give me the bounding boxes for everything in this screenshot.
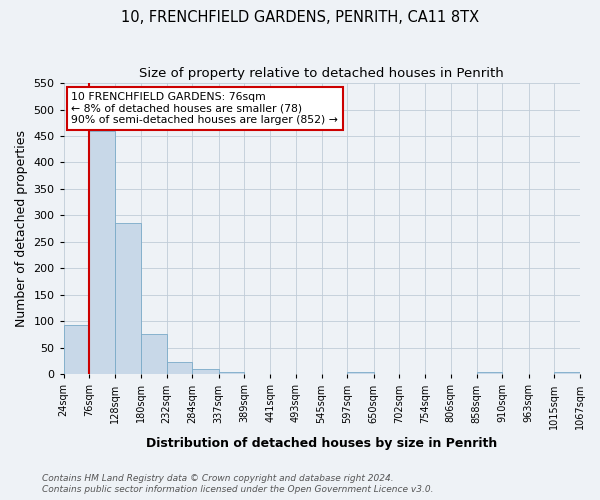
Bar <box>115 224 141 374</box>
Bar <box>193 370 218 374</box>
Bar <box>476 372 502 374</box>
Text: Contains HM Land Registry data © Crown copyright and database right 2024.
Contai: Contains HM Land Registry data © Crown c… <box>42 474 433 494</box>
Bar <box>64 325 89 374</box>
Bar <box>554 372 580 374</box>
Text: 10, FRENCHFIELD GARDENS, PENRITH, CA11 8TX: 10, FRENCHFIELD GARDENS, PENRITH, CA11 8… <box>121 10 479 25</box>
Bar <box>141 334 167 374</box>
Title: Size of property relative to detached houses in Penrith: Size of property relative to detached ho… <box>139 68 504 80</box>
Bar <box>218 372 244 374</box>
Bar <box>89 130 115 374</box>
X-axis label: Distribution of detached houses by size in Penrith: Distribution of detached houses by size … <box>146 437 497 450</box>
Y-axis label: Number of detached properties: Number of detached properties <box>15 130 28 327</box>
Text: 10 FRENCHFIELD GARDENS: 76sqm
← 8% of detached houses are smaller (78)
90% of se: 10 FRENCHFIELD GARDENS: 76sqm ← 8% of de… <box>71 92 338 125</box>
Bar <box>167 362 193 374</box>
Bar <box>347 372 374 374</box>
